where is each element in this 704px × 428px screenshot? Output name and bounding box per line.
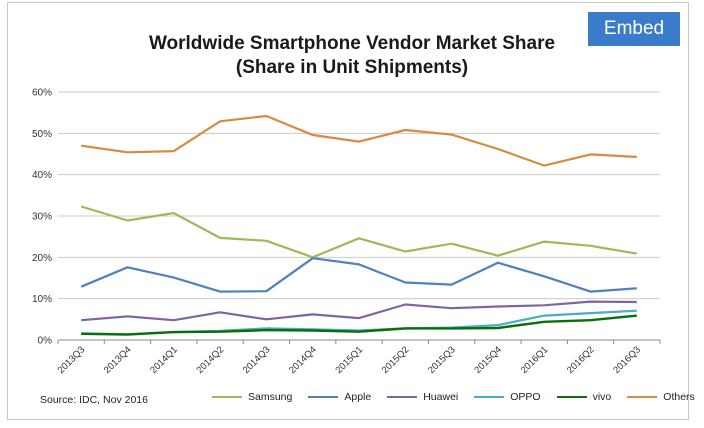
x-axis: 2013Q3 2013Q4 2014Q1 2014Q2 2014Q3 2014Q4 2015…: [56, 340, 661, 376]
source-note: Source: IDC, Nov 2016: [40, 394, 148, 406]
gridlines: [58, 91, 660, 341]
y-tick-label: 60%: [32, 88, 52, 99]
legend-label: Others: [663, 391, 695, 403]
legend-swatch: [308, 395, 339, 399]
chart-title-block: Worldwide Smartphone Vendor Market Share…: [0, 32, 704, 80]
legend: Samsung Apple Huawei OPPO vivo Others: [212, 389, 704, 405]
legend-label: Huawei: [423, 391, 459, 403]
legend-swatch: [556, 395, 587, 399]
x-tick-label: 2015Q4: [472, 344, 504, 376]
legend-swatch: [627, 395, 658, 399]
x-tick-label: 2016Q2: [565, 344, 597, 376]
x-tick-label: 2014Q1: [148, 344, 180, 376]
series-line-samsung: [80, 205, 637, 259]
legend-label: Apple: [344, 391, 372, 403]
legend-item-others: Others: [627, 389, 695, 405]
series-lines: [80, 114, 637, 336]
y-tick-label: 0%: [38, 336, 53, 347]
x-tick-label: 2015Q1: [333, 344, 365, 376]
legend-swatch: [387, 395, 418, 399]
legend-item-vivo: vivo: [556, 389, 612, 405]
x-tick-label: 2015Q3: [426, 344, 458, 376]
legend-item-huawei: Huawei: [387, 389, 458, 405]
y-axis: 0% 10% 20% 30% 40% 50% 60%: [32, 88, 52, 347]
x-tick-label: 2014Q2: [195, 344, 227, 376]
x-tick-label: 2014Q4: [287, 344, 319, 376]
chart-subtitle: (Share in Unit Shipments): [235, 57, 469, 78]
x-tick-label: 2016Q1: [519, 344, 551, 376]
x-tick-label: 2013Q3: [56, 344, 88, 376]
series-line-others: [81, 114, 637, 167]
series-line-vivo: [81, 314, 637, 336]
series-line-apple: [80, 257, 637, 293]
legend-swatch: [212, 395, 242, 399]
legend-label: vivo: [592, 391, 612, 403]
legend-item-apple: Apple: [308, 389, 371, 405]
legend-item-oppo: OPPO: [474, 389, 541, 405]
legend-label: Samsung: [248, 391, 293, 403]
x-tick-label: 2014Q3: [241, 344, 273, 376]
legend-swatch: [474, 395, 505, 399]
embed-button[interactable]: Embed: [588, 12, 680, 46]
x-tick-label: 2016Q3: [611, 344, 643, 376]
y-tick-label: 40%: [32, 170, 52, 181]
chart-title: Worldwide Smartphone Vendor Market Share: [148, 33, 556, 54]
y-tick-label: 20%: [32, 253, 52, 264]
y-tick-label: 10%: [32, 294, 52, 305]
y-tick-label: 30%: [32, 212, 52, 223]
series-line-huawei: [81, 300, 637, 322]
chart-frame: [7, 2, 689, 420]
legend-label: OPPO: [510, 391, 541, 403]
y-tick-label: 50%: [32, 129, 52, 140]
legend-item-samsung: Samsung: [212, 389, 292, 405]
x-tick-label: 2013Q4: [102, 344, 134, 376]
x-tick-label: 2015Q2: [380, 344, 412, 376]
